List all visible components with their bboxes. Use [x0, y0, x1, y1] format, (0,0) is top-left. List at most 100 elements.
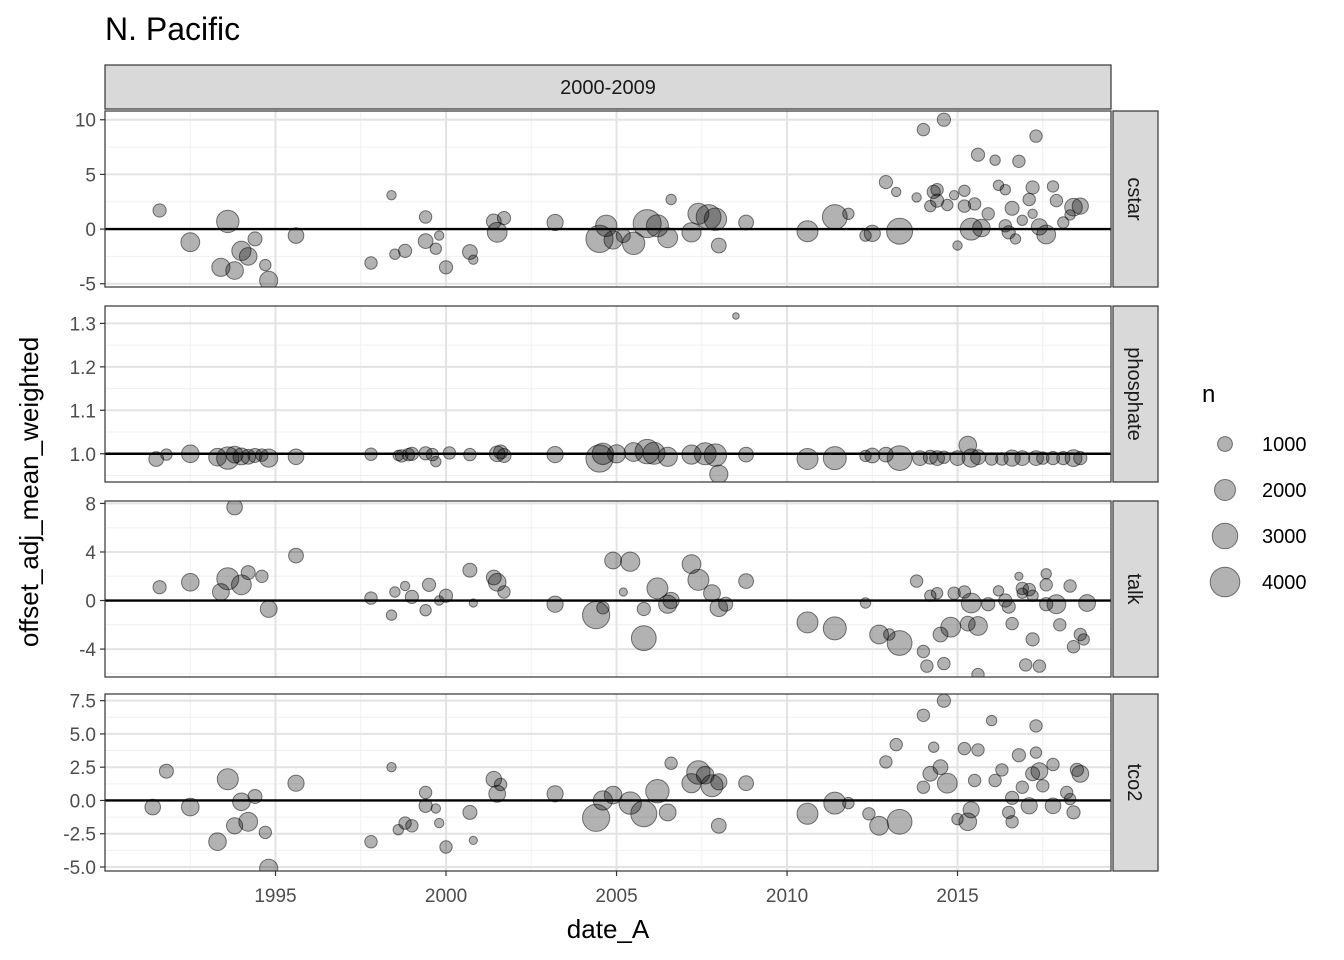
data-point [364, 835, 378, 849]
data-point [960, 592, 982, 614]
data-point [1036, 224, 1057, 245]
data-point [971, 667, 985, 677]
data-point [1073, 451, 1088, 466]
x-axis: 1995 2000 2005 2010 2015 [254, 871, 979, 907]
data-point [1030, 762, 1049, 781]
strip-tco2: tco2 [1112, 693, 1159, 872]
data-point [399, 580, 411, 592]
data-point [434, 230, 445, 241]
data-point [657, 446, 678, 467]
data-point [687, 568, 710, 591]
strip-label: cstar [1123, 177, 1145, 221]
data-point [439, 840, 453, 854]
data-point [1032, 659, 1047, 673]
data-point [822, 446, 847, 471]
legend-entry: 1000 [1217, 434, 1307, 456]
data-point [988, 773, 1002, 788]
data-point [930, 183, 944, 197]
data-point [823, 791, 847, 815]
data-point [259, 270, 279, 287]
data-point [970, 449, 986, 466]
data-point [1005, 790, 1020, 805]
data-point [695, 204, 722, 230]
legend-entry: 2000 [1214, 479, 1307, 502]
y-tick-label: 1.2 [70, 358, 96, 379]
data-point [886, 445, 913, 472]
y-tick-label: -5 [79, 275, 96, 296]
strip-box [1112, 693, 1159, 872]
panel-background [105, 501, 1111, 677]
data-point [604, 551, 622, 570]
data-point [937, 656, 951, 671]
data-point [632, 209, 662, 239]
data-point [681, 222, 702, 243]
data-point [364, 591, 378, 605]
data-point [1057, 216, 1070, 229]
data-point [992, 179, 1005, 192]
data-point [681, 554, 702, 574]
data-point [1011, 748, 1027, 763]
panel-border [104, 110, 1112, 288]
data-point [842, 796, 855, 810]
data-point [144, 798, 161, 816]
data-point [859, 449, 872, 463]
data-point [430, 455, 442, 468]
data-point [152, 580, 167, 595]
data-point [796, 802, 819, 825]
strip-talk: talk [1112, 500, 1159, 678]
data-point [468, 835, 478, 846]
data-point [618, 587, 628, 597]
data-point [596, 601, 610, 615]
data-point [462, 244, 478, 260]
data-point [1014, 450, 1031, 467]
data-point [710, 773, 728, 791]
data-point [1001, 599, 1016, 614]
data-point [984, 452, 999, 466]
data-point [1045, 451, 1061, 466]
data-point [398, 243, 413, 258]
data-point [546, 446, 564, 464]
data-point [496, 211, 512, 226]
data-point [958, 184, 971, 198]
data-point [1029, 746, 1043, 759]
strip-box [1112, 500, 1159, 678]
data-point [1028, 450, 1044, 467]
data-point [930, 587, 944, 600]
data-point [429, 242, 442, 255]
y-tick-label: -5.0 [63, 858, 96, 879]
data-point [259, 858, 279, 871]
data-point [1071, 197, 1089, 215]
data-point [216, 768, 239, 791]
data-point [1066, 640, 1081, 654]
data-point [546, 213, 564, 232]
data-point [1022, 582, 1036, 597]
data-point [238, 247, 258, 266]
x-axis-label: date_A [567, 914, 650, 944]
data-point [822, 616, 847, 641]
data-point [225, 261, 244, 280]
data-point [1005, 815, 1019, 829]
data-point [1015, 780, 1029, 794]
data-point [232, 447, 251, 466]
data-point [1039, 597, 1054, 612]
y-tick-label: 7.5 [70, 692, 96, 713]
data-point [287, 448, 305, 466]
legend-entry: 4000 [1209, 566, 1307, 598]
data-point [621, 231, 646, 256]
data-point [405, 819, 419, 833]
data-point [1009, 233, 1022, 245]
data-point [1012, 154, 1026, 169]
data-point [909, 574, 924, 588]
data-point [158, 763, 174, 779]
data-point [1069, 762, 1085, 778]
data-point [430, 803, 441, 814]
data-point [911, 192, 922, 203]
data-point [710, 817, 727, 834]
data-point [181, 573, 200, 592]
legend-label: 3000 [1262, 526, 1307, 548]
data-point [862, 807, 876, 821]
y-tick-label: 0.0 [70, 791, 96, 812]
x-tick-label: 2015 [936, 886, 978, 907]
data-point [889, 737, 903, 752]
